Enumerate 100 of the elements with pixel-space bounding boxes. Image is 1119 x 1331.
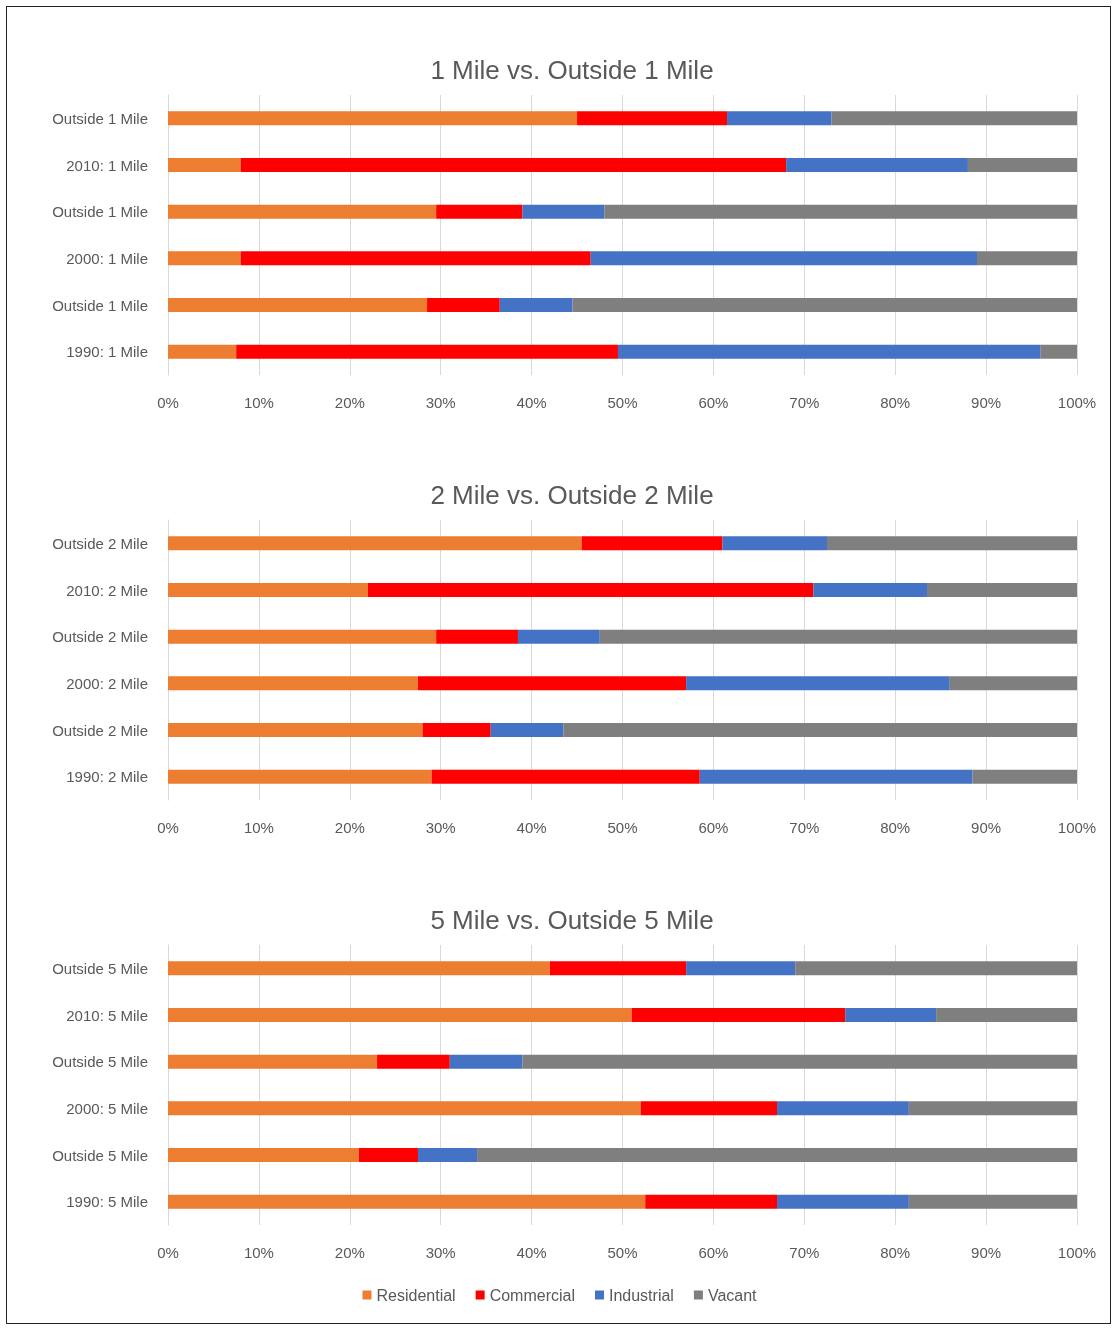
bar [686,676,950,691]
x-tick-label: 40% [516,819,547,836]
bar [936,1008,1077,1022]
bar [645,1194,778,1209]
y-tick-label: 1990: 5 Mile [66,1193,148,1211]
bar [908,1101,1077,1116]
bar [845,1008,937,1022]
x-tick-label: 100% [1057,819,1097,836]
y-tick-label: Outside 2 Mile [52,534,148,552]
bar [949,676,1077,691]
bar [168,723,423,737]
bar [168,583,368,597]
bar [417,1148,478,1162]
x-tick-label: 60% [698,819,729,836]
bar [168,298,428,312]
x-tick-label: 20% [334,394,365,411]
bar [168,111,578,126]
bar [449,1054,523,1069]
bar [967,158,1077,172]
y-tick-label: 1990: 1 Mile [66,343,148,361]
bar [786,158,968,172]
bar [831,111,1077,126]
bar [168,158,241,172]
x-tick-label: 80% [880,1244,911,1261]
y-tick-label: Outside 2 Mile [52,628,148,646]
y-tick-label: Outside 5 Mile [52,1053,148,1071]
bar [499,298,573,312]
bar [236,344,618,359]
x-tick-label: 70% [789,1244,820,1261]
bar [358,1148,418,1162]
chart-title: 5 Mile vs. Outside 5 Mile [430,905,714,935]
bar [599,629,1077,644]
bar [517,629,600,644]
bar [168,1008,632,1022]
chart-title: 2 Mile vs. Outside 2 Mile [430,480,714,510]
bar [240,251,591,266]
bar [422,723,491,737]
bar [168,1148,359,1162]
bar [490,723,564,737]
bar [572,298,1077,312]
bar [581,536,723,551]
y-tick-label: 1990: 2 Mile [66,768,148,786]
x-tick-label: 50% [607,394,638,411]
y-tick-label: Outside 5 Mile [52,1146,148,1164]
x-tick-label: 80% [880,394,911,411]
legend-label: Vacant [707,1286,758,1304]
bar [168,1054,378,1069]
x-tick-label: 60% [698,394,729,411]
x-tick-label: 20% [334,819,365,836]
x-tick-label: 0% [157,394,179,411]
bar [927,583,1077,597]
y-tick-label: Outside 2 Mile [52,721,148,739]
bar [972,769,1077,784]
bar [640,1101,778,1116]
y-tick-label: Outside 1 Mile [52,109,148,127]
bar [686,961,796,976]
x-tick-label: 100% [1057,1244,1097,1261]
x-tick-label: 40% [516,394,547,411]
legend-label: Residential [376,1286,456,1304]
bar [522,1054,1077,1069]
bar [1040,344,1077,359]
x-tick-label: 90% [971,1244,1002,1261]
x-tick-label: 100% [1057,394,1097,411]
x-tick-label: 50% [607,819,638,836]
x-tick-label: 30% [425,394,456,411]
bar [590,251,978,266]
x-tick-label: 30% [425,819,456,836]
bar [168,769,432,784]
bar [777,1101,909,1116]
y-tick-label: Outside 5 Mile [52,959,148,977]
bar [168,676,418,691]
x-tick-label: 0% [157,819,179,836]
x-tick-label: 90% [971,394,1002,411]
y-tick-label: 2000: 2 Mile [66,674,148,692]
bar [168,536,582,551]
bar [722,536,828,551]
bar [777,1194,909,1209]
y-tick-label: Outside 1 Mile [52,203,148,221]
x-tick-label: 50% [607,1244,638,1261]
bar [417,676,687,691]
bar [168,204,437,219]
y-tick-label: 2000: 5 Mile [66,1099,148,1117]
y-tick-label: 2010: 1 Mile [66,156,148,174]
bar [436,204,523,219]
bar [431,769,700,784]
x-tick-label: 80% [880,819,911,836]
bar [977,251,1077,266]
x-tick-label: 60% [698,1244,729,1261]
bar [604,204,1077,219]
bar [827,536,1077,551]
bar [168,961,550,976]
bar [727,111,832,126]
x-tick-label: 10% [243,1244,274,1261]
bar [813,583,928,597]
bar [477,1148,1077,1162]
x-tick-label: 40% [516,1244,547,1261]
bar [577,111,728,126]
x-tick-label: 10% [243,394,274,411]
bar [427,298,500,312]
legend-label: Commercial [489,1286,575,1304]
